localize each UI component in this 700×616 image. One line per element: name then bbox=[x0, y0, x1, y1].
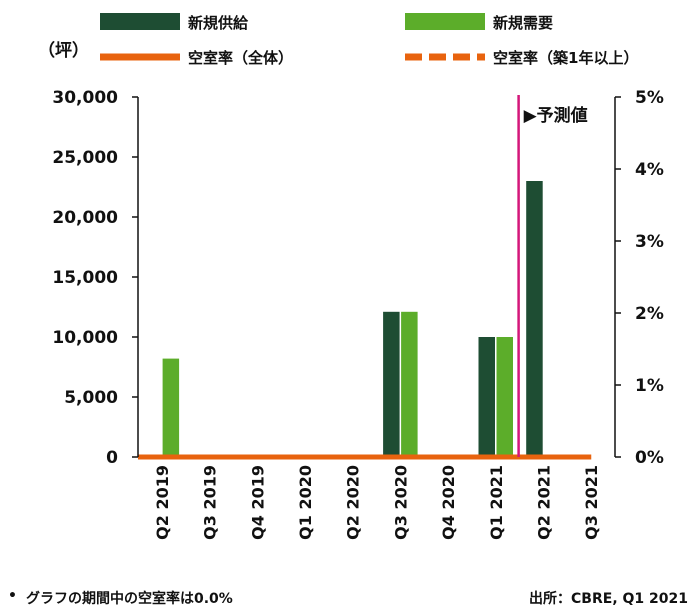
legend-swatch-supply bbox=[100, 13, 180, 30]
source-credit: 出所：CBRE, Q1 2021 bbox=[529, 590, 688, 607]
legend-label-vacancy-all: 空室率（全体） bbox=[188, 49, 293, 67]
x-tick-label: Q3 2021 bbox=[582, 465, 601, 540]
x-tick-label: Q2 2021 bbox=[534, 465, 553, 540]
footnote: グラフの期間中の空室率は0.0% bbox=[26, 590, 233, 607]
y-left-tick-label: 10,000 bbox=[52, 328, 118, 348]
bar-supply bbox=[526, 181, 543, 457]
x-tick-label: Q3 2019 bbox=[201, 465, 220, 540]
bar-supply bbox=[478, 337, 495, 457]
bar-supply bbox=[383, 311, 400, 457]
y-right-tick-label: 2% bbox=[635, 304, 664, 324]
x-tick-label: Q1 2020 bbox=[296, 465, 315, 540]
footnote-bullet: • bbox=[8, 588, 17, 604]
forecast-label: ▶予測値 bbox=[524, 105, 588, 126]
y-right-tick-label: 1% bbox=[635, 376, 664, 396]
x-tick-label: Q4 2019 bbox=[248, 465, 267, 540]
y-left-tick-label: 5,000 bbox=[64, 388, 118, 408]
x-tick-label: Q2 2019 bbox=[153, 465, 172, 540]
y-left-tick-label: 30,000 bbox=[52, 88, 118, 108]
x-tick-label: Q1 2021 bbox=[487, 465, 506, 540]
legend-swatch-demand bbox=[405, 13, 485, 30]
legend-label-vacancy-1yr: 空室率（築1年以上） bbox=[493, 49, 638, 67]
bars bbox=[162, 181, 543, 457]
bar-demand bbox=[496, 337, 513, 457]
y-left-tick-label: 20,000 bbox=[52, 208, 118, 228]
y-right-ticks: 0% 1% 2% 3% 4% 5% bbox=[615, 88, 664, 468]
x-tick-label: Q2 2020 bbox=[344, 465, 363, 540]
legend-label-supply: 新規供給 bbox=[188, 14, 249, 32]
y-right-tick-label: 3% bbox=[635, 232, 664, 252]
y-right-tick-label: 0% bbox=[635, 448, 664, 468]
x-ticks: Q2 2019 Q3 2019 Q4 2019 Q1 2020 Q2 2020 Q3 20… bbox=[153, 465, 601, 540]
y-left-tick-label: 0 bbox=[106, 448, 118, 468]
legend: 新規供給 新規需要 空室率（全体） 空室率（築1年以上） bbox=[100, 13, 638, 67]
y-left-tick-label: 25,000 bbox=[52, 148, 118, 168]
y-right-tick-label: 5% bbox=[635, 88, 664, 108]
x-tick-label: Q3 2020 bbox=[391, 465, 410, 540]
bar-demand bbox=[162, 358, 180, 457]
y-right-tick-label: 4% bbox=[635, 160, 664, 180]
y-left-axis-label: （坪） bbox=[38, 40, 89, 61]
legend-label-demand: 新規需要 bbox=[493, 14, 553, 32]
bar-demand bbox=[401, 311, 418, 457]
y-left-tick-label: 15,000 bbox=[52, 268, 118, 288]
y-left-ticks: 0 5,000 10,000 15,000 20,000 25,000 30,000 bbox=[52, 88, 138, 468]
x-tick-label: Q4 2020 bbox=[439, 465, 458, 540]
